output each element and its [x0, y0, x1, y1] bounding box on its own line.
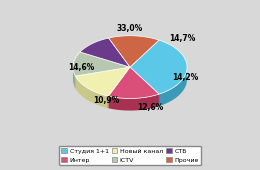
Text: 10,9%: 10,9%: [93, 96, 120, 105]
Polygon shape: [130, 40, 187, 94]
Text: 14,2%: 14,2%: [172, 73, 198, 82]
Polygon shape: [73, 67, 75, 88]
Polygon shape: [108, 94, 159, 110]
Polygon shape: [75, 76, 108, 108]
Polygon shape: [159, 68, 187, 106]
Polygon shape: [108, 67, 159, 98]
Text: 14,7%: 14,7%: [169, 34, 196, 43]
Legend: Студия 1+1, Интер, Новый канал, ICTV, СТБ, Прочие: Студия 1+1, Интер, Новый канал, ICTV, СТ…: [59, 146, 201, 165]
Polygon shape: [75, 67, 130, 96]
Polygon shape: [73, 52, 130, 76]
Polygon shape: [80, 38, 130, 67]
Text: 33,0%: 33,0%: [117, 24, 143, 33]
Text: 12,6%: 12,6%: [137, 103, 163, 112]
Text: 14,6%: 14,6%: [69, 63, 95, 72]
Polygon shape: [109, 36, 159, 67]
